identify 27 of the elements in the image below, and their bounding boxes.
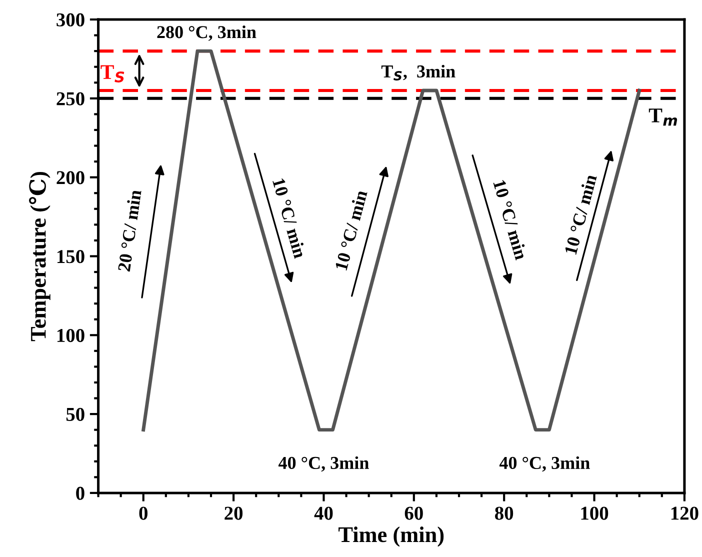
x-axis-title: Time (min) [338,526,444,547]
ref-line-label: T$_{m}$ [648,108,678,126]
annotation: 40 °C, 3min [499,456,590,472]
y-tick-label: 250 [56,92,84,106]
x-tick-label: 100 [581,506,608,520]
y-tick-label: 50 [66,408,84,421]
x-tick-label: 80 [495,506,514,520]
y-axis-title: Temperature (℃) [28,172,50,342]
y-tick-label: 150 [57,250,84,264]
y-tick-label: 300 [56,13,84,26]
x-tick-label: 0 [139,506,148,520]
ref-line-label: T$_{S}$ [100,65,124,82]
x-tick-label: 60 [404,506,423,520]
x-tick-label: 20 [224,506,243,520]
y-tick-label: 200 [56,171,84,184]
annotation: 40 °C, 3min [278,456,369,472]
annotation: T$_{S}$, 3min [381,64,456,81]
annotation: 10 °C/ min [493,179,528,261]
x-tick-label: 120 [671,506,698,520]
annotation: 10 °C/ min [272,178,307,259]
x-tick-label: 40 [314,506,333,520]
annotation: 10 °C/ min [334,189,368,271]
annotation: 10 °C/ min [564,174,597,255]
y-tick-label: 0 [76,486,84,500]
y-tick-label: 100 [57,328,84,342]
annotation: 20 °C/ min [117,189,142,272]
annotation: 280 °C, 3min [157,26,256,41]
